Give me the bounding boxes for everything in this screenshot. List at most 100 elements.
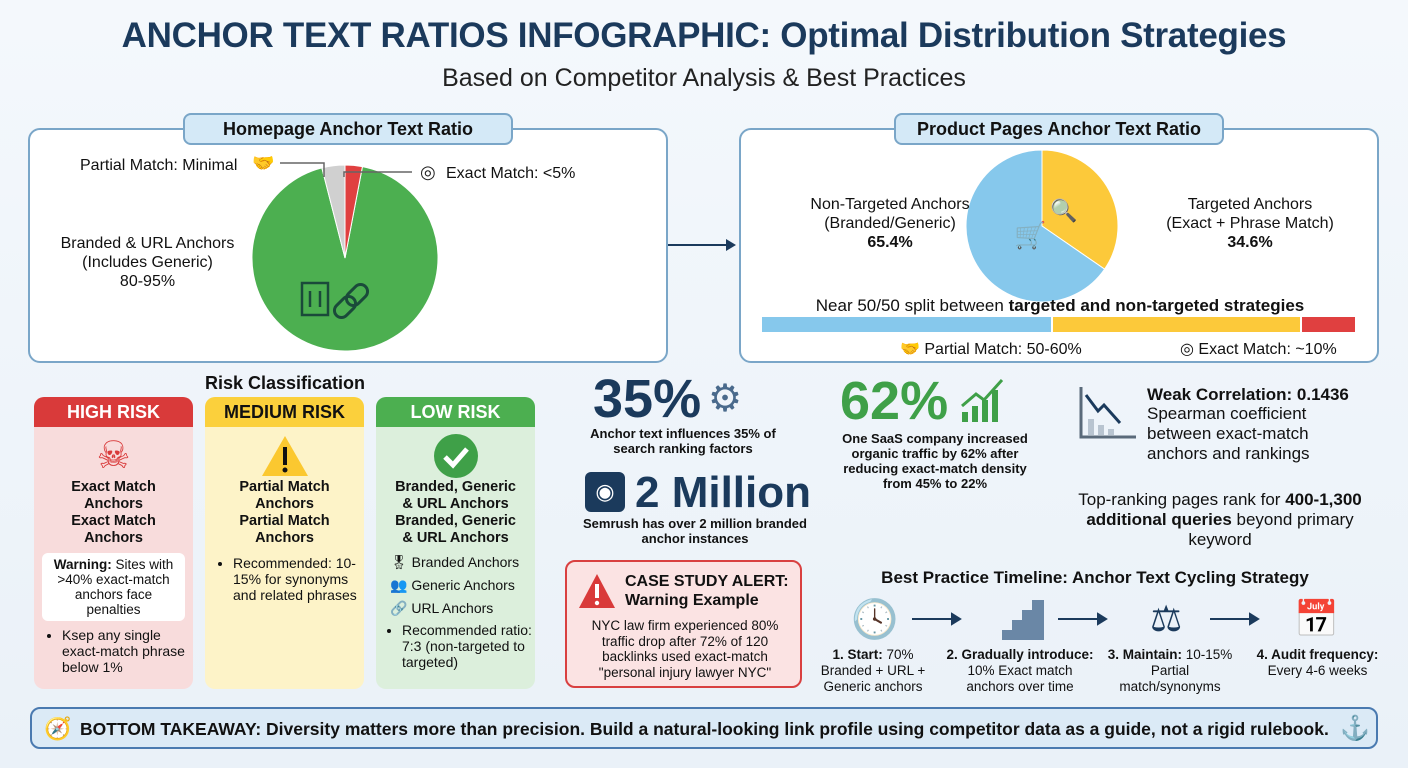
medium-risk-header: MEDIUM RISK [205, 397, 364, 427]
step-text: 70% Branded + URL + Generic anchors [820, 647, 926, 694]
risk-title: Risk Classification [204, 373, 366, 393]
high-risk-bullet: Ksep any single exact-match phrase below… [62, 627, 193, 675]
stat-2m-text: Semrush has over 2 million branded ancho… [583, 516, 807, 546]
top-ranking-text: Top-ranking pages rank for 400-1,300 add… [1060, 490, 1380, 550]
timeline-step-1: 1. Start: 70% Branded + URL + Generic an… [813, 647, 933, 695]
label-line: Branded & URL Anchors [60, 235, 235, 252]
exact-leader-line [343, 171, 412, 177]
label-line: (Branded/Generic) [824, 215, 956, 232]
bar-segment-partial [1052, 317, 1302, 332]
low-risk-header: LOW RISK [376, 397, 535, 427]
bold: additional queries [1086, 510, 1232, 529]
stat-62-text: One SaaS company increased organic traff… [842, 431, 1028, 491]
skull-icon: ☠ [96, 435, 131, 477]
high-risk-header: HIGH RISK [34, 397, 193, 427]
correlation-title: Weak Correlation: 0.1436 [1147, 385, 1349, 404]
target-icon: ◎ [420, 162, 436, 182]
medium-risk-card: MEDIUM RISK Partial Match Anchors Partia… [205, 397, 364, 689]
correlation-text: Spearman coefficient between exact-match… [1147, 404, 1310, 463]
item-label: URL Anchors [411, 600, 494, 616]
building-icon [300, 281, 330, 317]
step-bold: 4. Audit frequency: [1256, 647, 1379, 662]
flow-arrow [668, 239, 736, 251]
clock-icon: 🕓 [851, 599, 899, 641]
label-line: (Includes Generic) [82, 254, 213, 271]
pie-slice-branded [251, 166, 439, 352]
pie-slice-exact [344, 164, 364, 259]
low-risk-type: Branded, Generic & URL Anchors [395, 513, 516, 546]
caption-text: Near 50/50 split between [815, 296, 1009, 315]
step-bold: 2. Gradually introduce: [946, 647, 1094, 662]
pie-slice-non-targeted [965, 149, 1106, 303]
label-text: Partial Match: 50-60% [924, 341, 1082, 358]
bottom-takeaway: 🧭 BOTTOM TAKEAWAY: Diversity matters mor… [30, 707, 1378, 749]
scales-icon: ⚖ [1150, 598, 1183, 639]
label-line: Targeted Anchors [1187, 196, 1313, 213]
timeline-title: Best Practice Timeline: Anchor Text Cycl… [881, 568, 1309, 587]
growth-chart-icon [961, 378, 1004, 422]
product-exact-label: ◎ Exact Match: ~10% [1180, 341, 1337, 358]
low-risk-item: 🔗 URL Anchors [390, 597, 535, 620]
stat-62: 62% [840, 371, 949, 431]
takeaway-text: BOTTOM TAKEAWAY: Diversity matters more … [80, 719, 1329, 739]
text: Top-ranking pages rank for [1078, 490, 1286, 509]
step-text: 10% Exact match anchors over time [966, 663, 1074, 694]
timeline-step-3: 3. Maintain: 10-15% Partial match/synony… [1105, 647, 1235, 695]
caption-bold: targeted and non-targeted strategies [1008, 296, 1305, 315]
case-study-title: CASE STUDY ALERT: Warning Example [625, 572, 789, 610]
split-bar [762, 317, 1357, 332]
product-partial-label: 🤝 Partial Match: 50-60% [900, 341, 1082, 358]
timeline-arrows [912, 612, 1260, 626]
step-text: Every 4-6 weeks [1267, 663, 1368, 678]
declining-chart-icon [1079, 387, 1136, 439]
stairs-icon [1002, 600, 1044, 640]
product-panel-title: Product Pages Anchor Text Ratio [894, 113, 1224, 145]
page-title: ANCHOR TEXT RATIOS INFOGRAPHIC: Optimal … [121, 16, 1287, 55]
semrush-logo-icon: ◉ [585, 472, 625, 512]
label-line: 80-95% [119, 273, 176, 290]
label-line: 34.6% [1227, 234, 1273, 251]
low-risk-item: 👥 Generic Anchors [390, 574, 535, 597]
alert-icon [579, 574, 615, 608]
case-study-card: CASE STUDY ALERT: Warning Example NYC law… [565, 560, 802, 688]
cart-icon: 🛒 [1014, 220, 1046, 250]
low-risk-type: Branded, Generic & URL Anchors [395, 479, 516, 512]
stat-35-text: Anchor text influences 35% of search ran… [590, 426, 776, 456]
product-pie: 🛒🔍 [965, 149, 1119, 303]
high-risk-warning: Warning: Sites with >40% exact-match anc… [42, 553, 185, 621]
stat-35: 35% [593, 369, 702, 429]
medium-risk-type: Partial Match Anchors [239, 513, 330, 546]
homepage-exact-label: Exact Match: <5% [446, 165, 576, 182]
title-line: CASE STUDY ALERT: [625, 573, 789, 590]
award-icon: 🎖 [390, 554, 408, 570]
timeline-step-4: 4. Audit frequency: Every 4-6 weeks [1250, 647, 1385, 679]
item-label: Branded Anchors [411, 554, 520, 570]
stat-2m: 2 Million [635, 468, 811, 517]
label-text: Exact Match: ~10% [1198, 341, 1337, 358]
label-line: 65.4% [867, 234, 913, 251]
compass-icon: 🧭 [44, 716, 72, 741]
link-icon [332, 282, 370, 320]
medium-risk-bullet: Recommended: 10-15% for synonyms and rel… [233, 555, 364, 603]
high-risk-type: Exact Match Anchors [71, 479, 156, 512]
low-risk-bullet: Recommended ratio: 7:3 (non-targeted to … [402, 622, 535, 670]
bold: 400-1,300 [1285, 490, 1362, 509]
product-targeted-label: Targeted Anchors (Exact + Phrase Match) 34… [1135, 195, 1365, 252]
handshake-icon: 🤝 [252, 153, 275, 173]
gear-icon: ⚙ [708, 378, 743, 420]
step-text: 10-15% Partial match/synonyms [1119, 647, 1233, 694]
timeline-step-2: 2. Gradually introduce: 10% Exact match … [945, 647, 1095, 695]
calendar-search-icon: 📅 [1294, 598, 1339, 639]
title-line: Warning Example [625, 592, 759, 609]
search-icon: 🔍 [1050, 196, 1077, 223]
high-risk-card: HIGH RISK ☠ Exact Match Anchors Exact Ma… [34, 397, 193, 689]
product-nontargeted-label: Non-Targeted Anchors (Branded/Generic) 65.… [790, 195, 990, 252]
warning-icon [261, 436, 308, 476]
homepage-panel-title: Homepage Anchor Text Ratio [183, 113, 513, 145]
partial-leader-line [280, 162, 325, 177]
step-bold: 3. Maintain: [1107, 647, 1182, 662]
warning-bold: Warning: [53, 557, 112, 572]
homepage-partial-label: Partial Match: Minimal [80, 157, 238, 174]
anchor-icon: ⚓ [1340, 715, 1370, 742]
label-line: Non-Targeted Anchors [810, 196, 970, 213]
